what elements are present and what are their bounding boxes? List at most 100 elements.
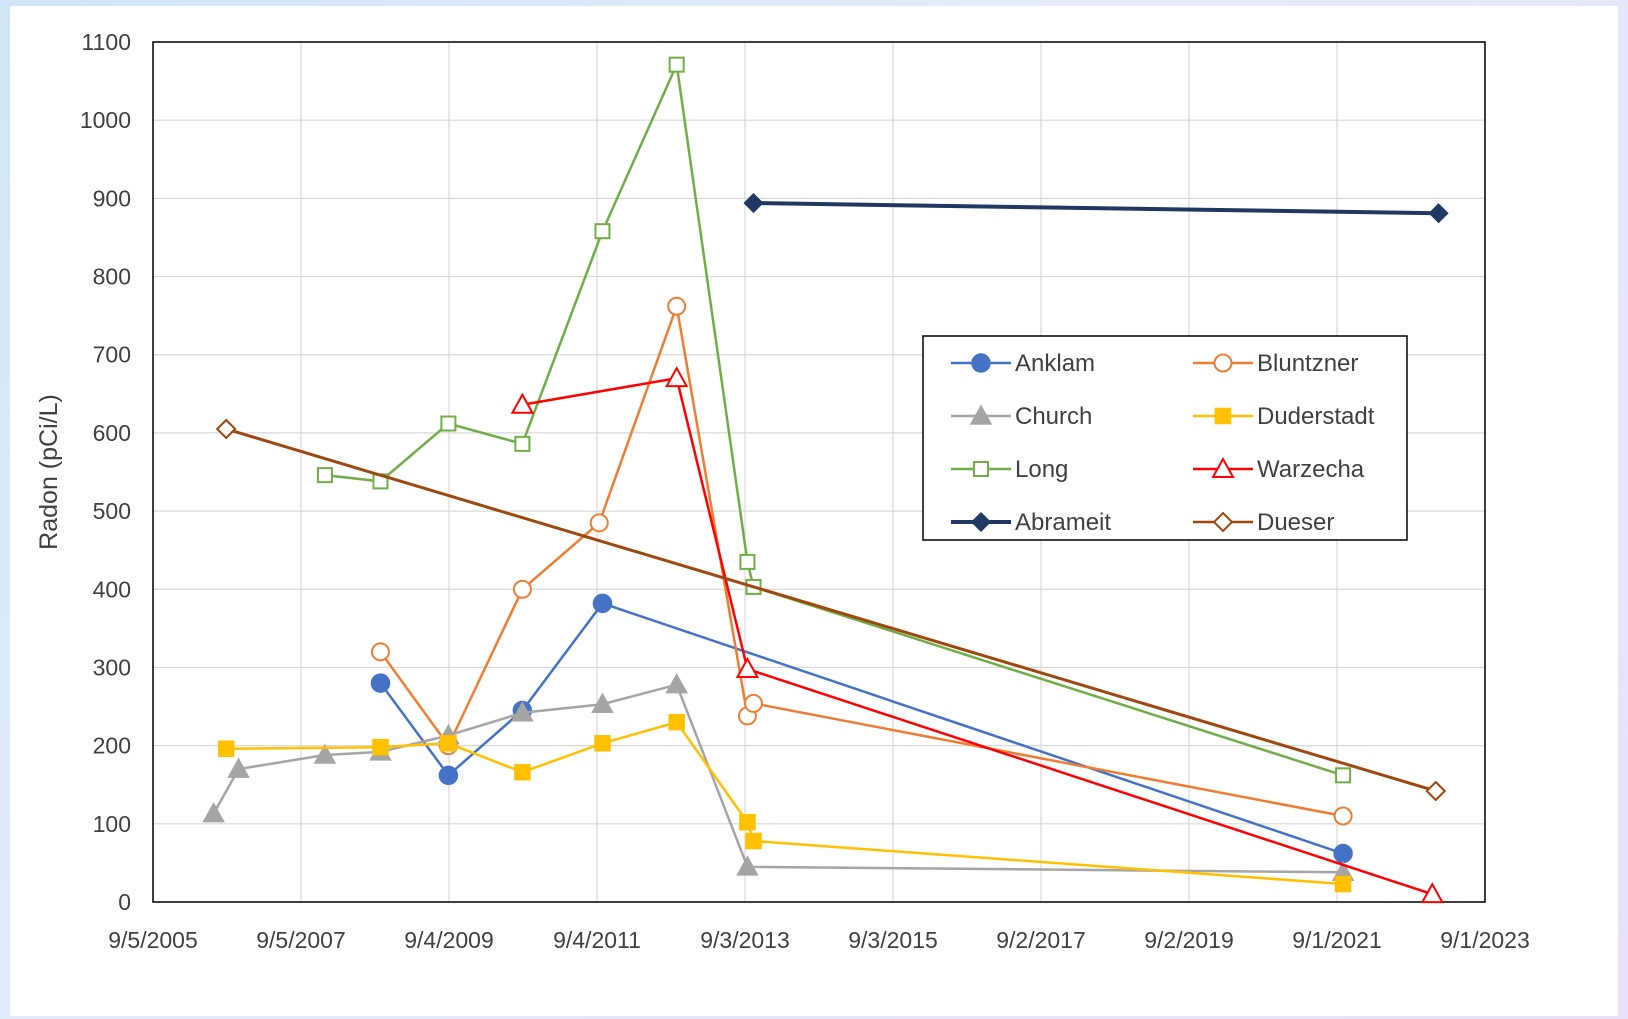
data-point-bluntzner	[1333, 806, 1353, 826]
data-point-warzecha	[664, 366, 689, 388]
x-tick-label: 9/1/2023	[1440, 927, 1530, 953]
legend-swatch-marker	[1211, 456, 1235, 478]
y-tick-label: 100	[93, 811, 131, 837]
data-point-duderstadt	[594, 735, 611, 752]
x-tick-label: 9/4/2009	[404, 927, 494, 953]
x-axis-tick-labels: 9/5/2005 9/5/2007 9/4/2009 9/4/2011 9/3/2013…	[108, 927, 1530, 953]
legend-item-dueser: Dueser	[1193, 509, 1334, 536]
data-point-long	[1335, 767, 1352, 784]
legend-label: Abrameit	[1015, 509, 1111, 536]
y-tick-label: 900	[93, 185, 131, 211]
data-point-church	[736, 855, 759, 876]
series-line-dueser	[225, 427, 1437, 793]
y-axis-tick-labels: 0 100 200 300 400 500 600 700 800 900 1000 1100	[80, 29, 131, 915]
data-point-duderstadt	[440, 735, 457, 752]
data-point-long	[739, 553, 756, 570]
y-tick-label: 400	[93, 576, 131, 602]
legend-label: Dueser	[1257, 509, 1334, 536]
data-point-anklam	[438, 765, 459, 786]
y-tick-label: 200	[93, 733, 131, 759]
legend-swatch-marker	[1214, 407, 1232, 425]
data-point-bluntzner	[744, 693, 764, 713]
data-point-church	[511, 701, 534, 722]
legend: Anklam Bluntzner Church Duderstadt Long Warze…	[922, 335, 1408, 541]
data-point-long	[440, 415, 457, 432]
y-axis-title: Radon (pCi/L)	[35, 394, 63, 550]
data-point-duderstadt	[514, 763, 531, 781]
series-line-abrameit	[753, 201, 1439, 216]
x-tick-label: 9/3/2015	[848, 927, 938, 953]
data-point-church	[591, 692, 614, 713]
legend-swatch-marker	[971, 353, 991, 373]
x-tick-label: 9/5/2007	[256, 927, 346, 953]
data-point-anklam	[592, 593, 613, 614]
legend-swatch-marker	[1213, 353, 1233, 373]
data-point-abrameit	[1428, 203, 1449, 224]
legend-item-bluntzner: Bluntzner	[1193, 350, 1358, 377]
series-church	[202, 673, 1355, 882]
data-point-duderstadt	[372, 738, 389, 756]
data-point-warzecha	[735, 656, 760, 679]
data-point-anklam	[1333, 843, 1353, 864]
data-point-bluntzner	[512, 579, 532, 599]
series-warzecha	[510, 366, 1444, 904]
data-point-church	[227, 757, 250, 778]
legend-label: Anklam	[1015, 350, 1095, 377]
data-point-church	[202, 802, 225, 823]
y-tick-label: 0	[118, 889, 131, 915]
legend-item-church: Church	[951, 403, 1092, 430]
data-point-duderstadt	[217, 740, 235, 758]
series-line-duderstadt	[226, 720, 1344, 886]
x-tick-label: 9/3/2013	[700, 927, 790, 953]
legend-label: Long	[1015, 456, 1068, 483]
data-point-long	[668, 56, 685, 73]
data-series	[202, 56, 1449, 904]
data-point-duderstadt	[1334, 875, 1352, 893]
legend-item-abrameit: Abrameit	[951, 509, 1111, 536]
data-point-duderstadt	[739, 814, 756, 831]
legend-box	[922, 335, 1408, 541]
legend-item-warzecha: Warzecha	[1193, 456, 1365, 483]
x-tick-label: 9/5/2005	[108, 927, 198, 953]
data-point-warzecha	[1420, 882, 1444, 904]
y-tick-label: 500	[93, 498, 131, 524]
series-line-warzecha	[522, 376, 1433, 896]
series-duderstadt	[217, 713, 1352, 893]
y-tick-label: 800	[93, 264, 131, 290]
data-point-church	[313, 743, 337, 764]
legend-swatch-marker	[969, 404, 993, 425]
data-point-dueser	[1425, 780, 1447, 802]
data-point-duderstadt	[745, 832, 762, 850]
y-tick-label: 600	[93, 420, 131, 446]
legend-label: Bluntzner	[1257, 350, 1358, 377]
data-point-bluntzner	[589, 513, 609, 533]
data-point-bluntzner	[667, 296, 687, 316]
legend-swatch-marker	[973, 461, 989, 477]
data-point-long	[594, 223, 611, 240]
data-point-dueser	[215, 418, 237, 440]
series-dueser	[215, 418, 1447, 802]
legend-item-duderstadt: Duderstadt	[1193, 403, 1375, 430]
x-tick-label: 9/2/2019	[1144, 927, 1234, 953]
data-point-long	[316, 467, 333, 484]
x-tick-label: 9/4/2011	[553, 927, 641, 953]
series-long	[316, 56, 1352, 784]
series-anklam	[370, 593, 1353, 864]
legend-label: Warzecha	[1257, 456, 1365, 483]
series-abrameit	[743, 192, 1449, 224]
data-point-church	[665, 673, 688, 694]
legend-item-long: Long	[951, 456, 1068, 483]
legend-item-anklam: Anklam	[951, 350, 1095, 377]
data-point-anklam	[370, 673, 391, 693]
x-tick-label: 9/2/2017	[996, 927, 1086, 953]
legend-swatch-marker	[970, 511, 992, 533]
radon-line-chart: 0 100 200 300 400 500 600 700 800 900 1000 1100 9/5…	[35, 29, 1530, 953]
data-point-warzecha	[510, 392, 535, 414]
series-line-church	[212, 683, 1344, 874]
legend-label: Duderstadt	[1257, 403, 1375, 430]
y-tick-label: 1000	[80, 107, 131, 133]
legend-label: Church	[1015, 403, 1092, 430]
data-point-long	[514, 435, 531, 452]
plot-area-frame	[152, 41, 1486, 903]
data-point-abrameit	[743, 192, 764, 214]
